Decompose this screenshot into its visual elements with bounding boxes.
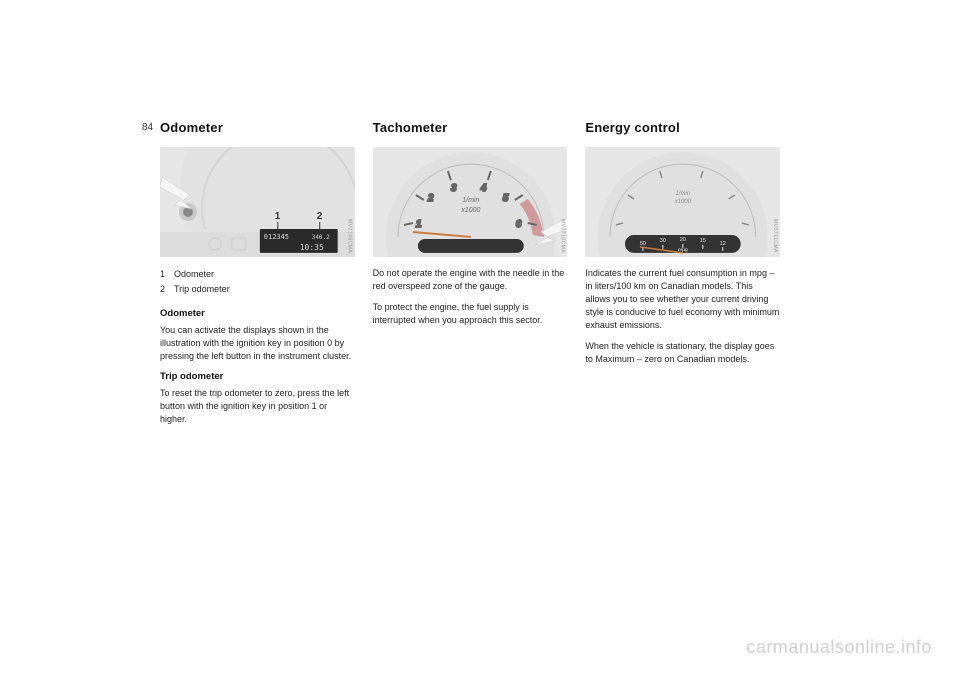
col-tachometer: Tachometer 1 2 3 4 5 6: [373, 120, 568, 434]
image-code: MV0711CMA: [772, 219, 778, 253]
figure-odometer: 012345 340.2 10:35 1 2 MV0146CMA: [160, 147, 355, 257]
svg-text:4: 4: [479, 183, 486, 194]
svg-text:x1000: x1000: [460, 207, 480, 214]
svg-text:30: 30: [660, 238, 666, 244]
columns: Odometer: [160, 120, 780, 434]
lcd-main: 012345: [264, 233, 289, 241]
legend-2-num: 2: [160, 282, 168, 297]
callout-1: 1: [275, 211, 281, 222]
callout-2: 2: [317, 211, 323, 222]
para-tach-1: Do not operate the engine with the needl…: [373, 267, 568, 293]
para-energy-2: When the vehicle is stationary, the disp…: [585, 340, 780, 366]
subheading-trip: Trip odometer: [160, 371, 355, 382]
watermark: carmanualsonline.info: [746, 637, 932, 658]
svg-text:x1000: x1000: [674, 199, 692, 205]
svg-text:1/min: 1/min: [676, 191, 691, 197]
legend-1-label: Odometer: [174, 267, 214, 282]
svg-text:12: 12: [720, 241, 726, 247]
legend-1-num: 1: [160, 267, 168, 282]
heading-odometer: Odometer: [160, 120, 355, 135]
figure-tachometer: 1 2 3 4 5 6 1/min x1000 MV: [373, 147, 568, 257]
lcd-time: 10:35: [300, 243, 324, 252]
svg-text:20: 20: [680, 237, 686, 243]
legend: 1 Odometer 2 Trip odometer: [160, 267, 355, 298]
para-energy-1: Indicates the current fuel consumption i…: [585, 267, 780, 332]
lcd-trip: 340.2: [312, 234, 330, 241]
image-code: MV0710CMA: [559, 219, 565, 253]
heading-energy: Energy control: [585, 120, 780, 135]
svg-text:5: 5: [502, 193, 508, 204]
svg-text:50: 50: [640, 241, 646, 247]
heading-tachometer: Tachometer: [373, 120, 568, 135]
svg-text:15: 15: [700, 238, 706, 244]
para-odometer-1: You can activate the displays shown in t…: [160, 324, 355, 363]
para-trip-1: To reset the trip odometer to zero, pres…: [160, 387, 355, 426]
figure-energy: 1/min x1000 50 30 20 15 12: [585, 147, 780, 257]
image-code: MV0146CMA: [347, 219, 353, 253]
page-number: 84: [142, 122, 153, 133]
para-tach-2: To protect the engine, the fuel supply i…: [373, 301, 568, 327]
col-energy: Energy control 1/min x1000: [585, 120, 780, 434]
legend-2-label: Trip odometer: [174, 282, 230, 297]
col-odometer: Odometer: [160, 120, 355, 434]
svg-text:1: 1: [416, 219, 422, 230]
svg-text:2: 2: [427, 193, 434, 204]
subheading-odometer: Odometer: [160, 308, 355, 319]
svg-text:6: 6: [515, 219, 521, 230]
svg-text:1/min: 1/min: [462, 197, 479, 204]
svg-text:3: 3: [451, 183, 457, 194]
